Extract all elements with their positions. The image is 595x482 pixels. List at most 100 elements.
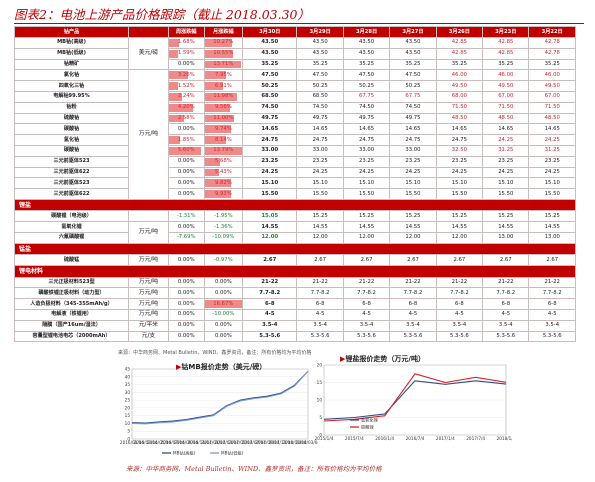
price-cell: 33.00 [342,144,391,157]
change-value: 0.00% [214,322,232,329]
price-cell: 71.50 [528,101,576,114]
change-bar [169,82,178,90]
y-tick-label: 0 [319,433,322,438]
change-bar [205,300,242,309]
price-cell: 43.50 [296,47,344,60]
product-name: 人造负极材料（345-355mAh/g） [13,298,130,311]
price-cell: 4-5 [342,309,391,321]
price-cell: 24.75 [389,134,437,146]
change-bar [169,39,179,47]
product-name: 硫酸锰 [13,254,130,267]
unit-cell: 万元/吨 [128,309,169,321]
weekly-change: 0.00% [167,166,205,179]
table-row: 电解液（铁锂用） 万元/吨 0.00% -10.00% 4-5 4-5 4-5 4-5 4-5 4… [13,309,576,321]
price-cell: 7.7-8.2 [482,287,530,300]
table-row: 四氧化三钴 1.52% 6.91% 50.25 50.25 50.25 50.25 49.50… [13,80,576,92]
price-cell: 35.25 [242,58,298,71]
price-cell: 74.50 [389,101,437,114]
price-cell: 24.25 [242,166,298,179]
price-cell: 24.25 [528,166,576,179]
price-cell: 31.25 [482,144,530,157]
price-cell: 21-22 [296,276,344,289]
table-row: 硫酸锰 万元/吨 0.00% -0.97% 2.67 2.67 2.67 2.67 2.67 2.… [13,254,576,267]
price-cell: 4-5 [482,309,530,321]
price-cell: 67.75 [342,90,391,103]
price-cell: 47.50 [342,69,391,82]
product-name: 氢化钴 [13,134,130,146]
change-bar [205,157,220,166]
price-cell: 4-5 [528,309,576,321]
change-value: 0.00% [177,333,195,340]
product-name: 六氟磷酸锂 [13,232,130,244]
price-cell: 5.3-5.6 [342,330,391,343]
table-row: 磷酸铁锂正极材料（动力型） 万元/吨 0.00% 0.00% 7.7-8.2 7.7-8.… [13,287,576,300]
cobalt-mb-chart-svg: 0510152025303540452016/01/042016/03/0420… [120,367,318,457]
monthly-change: 10.27% [203,37,244,49]
chart-title: ▶锂盐报价走势（万元/吨） [340,355,425,363]
header-cell: 3月22日 [528,26,576,38]
price-cell: 15.10 [389,177,437,190]
price-cell: 43.50 [296,37,344,49]
lithium-salt-chart: 0 5 10 15 20 2015/1/4 2015/7/4 2016/1/4 2016/7/4… [310,355,512,461]
product-name: 钴精矿 [13,58,130,71]
monthly-change: 8.14% [203,134,244,146]
table-row: 三元正极材料523型 万元/吨 0.00% 0.00% 21-22 21-22 21-22 2… [13,276,576,289]
price-cell: 14.55 [389,221,437,234]
x-tick-label: 2017/01/04 [201,440,225,445]
lithium-salt-chart-svg: 0 5 10 15 20 2015/1/4 2015/7/4 2016/1/4 2016/7/4… [315,363,512,442]
change-value: -10.09% [212,234,235,241]
product-name: 钴粉 [13,101,130,114]
weekly-change: 0.00% [167,276,205,289]
cobalt-mb-chart: 0 5 10 15 20 25 30 35 40 45 2016/01/04 2016/03/04 20… [118,357,318,461]
price-cell: 24.75 [435,134,484,146]
price-cell: 4-5 [296,309,344,321]
price-cell: 15.10 [342,177,391,190]
monthly-change: 9.93% [203,188,244,200]
price-cell: 48.50 [528,112,576,125]
price-cell: 71.50 [482,101,530,114]
header-cell: 周涨跌幅 [167,26,205,38]
price-cell: 14.65 [528,123,576,136]
price-cell: 23.25 [342,155,391,168]
price-cell: 43.50 [342,47,391,60]
price-cell: 33.00 [389,144,437,157]
price-cell: 4-5 [242,309,298,321]
monthly-change: -0.97% [203,254,244,267]
price-cell: 15.25 [296,210,344,223]
price-cell: 12.00 [435,232,484,244]
price-cell: 3.5-4 [482,319,530,332]
weekly-change: 0.00% [167,254,205,267]
price-cell: 49.75 [342,112,391,125]
price-cell: 49.75 [242,112,298,125]
unit-cell: 万元/吨 [128,69,169,200]
change-value: 0.00% [177,322,195,329]
y-tick-label: 20 [125,405,131,410]
product-name: MB钴(低级) [13,47,130,60]
monthly-change: 7.95% [203,69,244,82]
weekly-change: 0.00% [167,319,205,332]
price-cell: 43.50 [242,37,298,49]
section-label: 锰盐 [14,242,576,256]
header-cell: 3月30日 [242,26,298,38]
price-cell: 2.67 [435,254,484,267]
change-value: -1.31% [176,212,196,219]
price-cell: 48.50 [435,112,484,125]
table-row: 硫酸钴 2.58% 11.00% 49.75 49.75 49.75 49.75 48.50 4… [13,112,576,125]
change-value: 7.95% [214,71,232,78]
monthly-change: 6.91% [203,80,244,92]
change-bar [205,92,237,101]
change-value: 13.79% [213,147,234,154]
price-cell: 24.75 [296,134,344,146]
monthly-change: 16.67% [203,298,244,311]
price-cell: 3.5-4 [528,319,576,332]
product-name: 容量型锂电池电芯（2000mAh） [13,330,130,343]
change-bar [169,71,188,80]
change-value: 10.27% [213,39,234,46]
unit-cell: 万元/吨 [128,254,169,267]
product-name: 电解钴99.95% [13,90,130,103]
price-cell: 47.50 [242,69,298,82]
change-value: 0.00% [177,279,195,286]
price-cell: 24.25 [528,134,576,146]
price-cell: 7.7-8.2 [435,287,484,300]
unit-cell [128,210,169,223]
